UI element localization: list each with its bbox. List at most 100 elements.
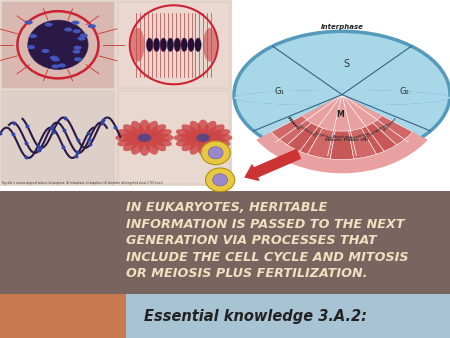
Ellipse shape [123,137,142,151]
Ellipse shape [213,174,228,186]
Ellipse shape [176,136,199,146]
Ellipse shape [148,129,172,140]
Wedge shape [287,123,323,154]
Wedge shape [256,95,428,173]
Ellipse shape [181,137,201,151]
Ellipse shape [203,28,216,62]
Ellipse shape [196,134,210,142]
Ellipse shape [51,64,59,68]
Ellipse shape [41,49,50,53]
Ellipse shape [160,38,166,51]
Ellipse shape [207,134,232,142]
Ellipse shape [73,29,81,33]
Ellipse shape [234,90,450,106]
Ellipse shape [181,124,201,139]
Ellipse shape [198,137,209,156]
Ellipse shape [167,38,174,51]
Text: Interphase: Interphase [320,24,364,30]
Wedge shape [330,131,354,160]
Ellipse shape [88,24,96,28]
Ellipse shape [144,121,158,138]
Bar [126,294,450,338]
Ellipse shape [72,50,81,54]
Ellipse shape [207,129,230,140]
Ellipse shape [208,147,223,159]
Ellipse shape [202,137,216,155]
Ellipse shape [115,134,140,142]
Ellipse shape [181,38,187,51]
Wedge shape [271,116,311,145]
Ellipse shape [149,134,174,142]
Ellipse shape [202,121,216,138]
Bar [118,91,230,184]
Ellipse shape [45,23,53,27]
Ellipse shape [174,134,198,142]
Bar [0,0,450,191]
Ellipse shape [144,137,158,155]
Text: Telophase: Telophase [314,131,334,140]
Ellipse shape [198,120,209,138]
Ellipse shape [72,21,80,25]
Ellipse shape [52,57,60,62]
Ellipse shape [147,124,166,139]
Text: Cytokinesis: Cytokinesis [297,124,318,139]
Ellipse shape [146,38,153,51]
Text: IN EUKARYOTES, HERITABLE
INFORMATION IS PASSED TO THE NEXT
GENERATION VIA PROCES: IN EUKARYOTES, HERITABLE INFORMATION IS … [126,201,409,280]
Text: G₁: G₁ [274,87,284,96]
Text: S: S [343,59,350,69]
Ellipse shape [139,137,150,156]
Text: Mitotic Phase (M): Mitotic Phase (M) [325,138,368,142]
Ellipse shape [205,137,225,151]
Wedge shape [361,123,397,154]
Text: Metaphase: Metaphase [349,131,371,141]
Ellipse shape [147,137,166,151]
Text: Prometaphase: Prometaphase [364,122,390,140]
Ellipse shape [117,129,140,140]
Ellipse shape [139,120,150,138]
Ellipse shape [74,46,82,50]
Ellipse shape [205,124,225,139]
FancyArrowPatch shape [245,149,300,180]
Ellipse shape [50,56,58,60]
Ellipse shape [189,121,204,138]
Ellipse shape [29,34,37,38]
Wedge shape [373,116,413,145]
Ellipse shape [131,121,145,138]
Ellipse shape [80,33,88,38]
Ellipse shape [188,38,194,51]
Ellipse shape [153,38,160,51]
Ellipse shape [206,168,235,192]
Ellipse shape [28,20,88,69]
Bar [0,0,232,186]
Text: Anaphase: Anaphase [333,136,351,139]
Text: Essential knowledge 3.A.2:: Essential knowledge 3.A.2: [144,309,367,323]
Text: M: M [336,111,344,119]
Ellipse shape [207,136,230,146]
Ellipse shape [234,31,450,158]
Ellipse shape [201,141,230,165]
Ellipse shape [131,28,144,62]
Ellipse shape [74,57,82,61]
Ellipse shape [58,64,66,68]
Text: Mitosis: Mitosis [286,116,300,131]
Text: Fig cells in various stages of mitosis: (a) prophase, (b) metaphase, (c) anaphas: Fig cells in various stages of mitosis: … [2,181,163,185]
Ellipse shape [234,90,450,106]
Ellipse shape [176,129,199,140]
Ellipse shape [138,134,151,142]
Bar [0,191,450,294]
Wedge shape [349,128,377,159]
Ellipse shape [77,37,86,41]
Ellipse shape [64,27,72,31]
Ellipse shape [174,38,180,51]
Bar [2,91,113,184]
Bar [118,2,230,88]
Bar [0,294,126,338]
Text: G₂: G₂ [400,87,410,96]
Ellipse shape [123,124,142,139]
Wedge shape [307,128,335,159]
Ellipse shape [117,136,140,146]
Ellipse shape [189,137,204,155]
Ellipse shape [148,136,172,146]
Ellipse shape [195,38,201,51]
Ellipse shape [27,45,35,49]
